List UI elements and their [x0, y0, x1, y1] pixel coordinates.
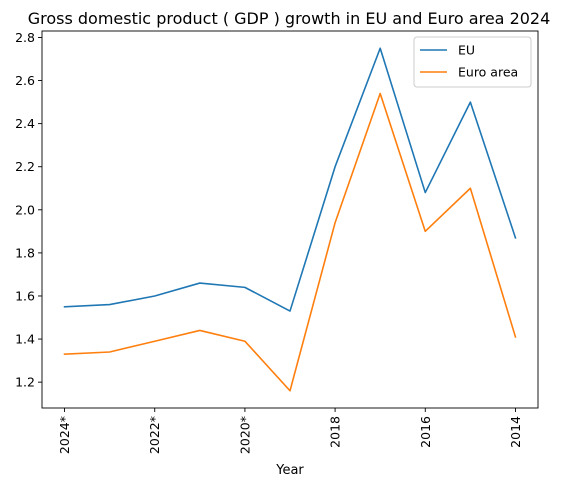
- y-tick-label: 2.2: [15, 159, 35, 174]
- x-tick-label: 2022*: [147, 416, 162, 454]
- y-tick-label: 1.6: [15, 288, 35, 303]
- plot-frame: [41, 30, 539, 409]
- x-tick-label: 2016: [418, 416, 433, 448]
- chart-title: Gross domestic product ( GDP ) growth in…: [28, 9, 551, 28]
- x-axis-label: Year: [275, 463, 304, 478]
- legend-label-0: EU: [458, 43, 475, 58]
- series-line-0: [63, 47, 517, 312]
- y-axis: 1.2 1.4 1.6 1.8 2.0 2.2 2.4 2.6 2.8: [15, 30, 42, 390]
- y-tick-label: 2.4: [15, 116, 35, 131]
- x-axis: 2024* 2022* 2020* 2018 2016 2014: [57, 408, 523, 454]
- series-line-1: [63, 92, 517, 392]
- y-tick-label: 2.0: [15, 202, 35, 217]
- y-tick-label: 1.8: [15, 245, 35, 260]
- x-tick-label: 2024*: [57, 416, 72, 454]
- legend: EU Euro area: [413, 36, 532, 88]
- plot-area: [41, 30, 539, 409]
- y-tick-label: 2.8: [15, 30, 35, 45]
- x-tick-label: 2020*: [237, 416, 252, 454]
- y-tick-label: 1.2: [15, 375, 35, 390]
- x-tick-label: 2018: [328, 416, 343, 448]
- x-tick-label: 2014: [508, 416, 523, 448]
- y-tick-label: 2.6: [15, 73, 35, 88]
- legend-label-1: Euro area: [458, 65, 518, 80]
- y-tick-label: 1.4: [15, 332, 35, 347]
